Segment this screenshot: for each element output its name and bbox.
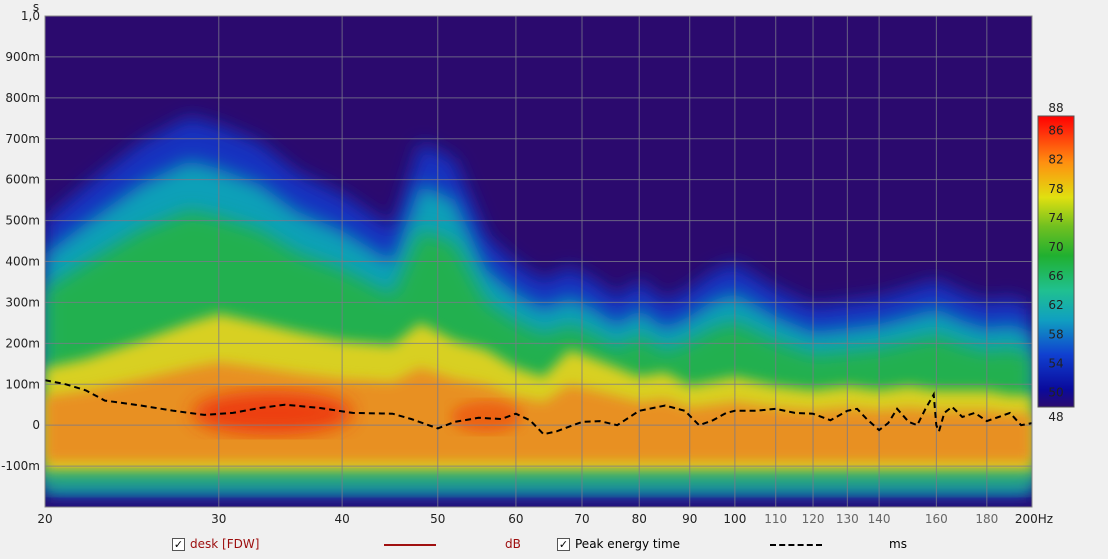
x-tick-label: 70 xyxy=(574,512,589,526)
x-tick-label: 100 xyxy=(723,512,746,526)
x-tick-label: 20 xyxy=(37,512,52,526)
legend-swatch-desk xyxy=(384,544,436,546)
x-tick-label: 30 xyxy=(211,512,226,526)
surface-red-core xyxy=(192,391,352,435)
colorbar-tick-label: 58 xyxy=(1048,327,1063,341)
x-tick-label: 90 xyxy=(682,512,697,526)
legend-swatch-peak-energy xyxy=(770,544,822,546)
colorbar-tick-label: 54 xyxy=(1048,356,1063,370)
y-tick-label: 800m xyxy=(5,91,40,105)
y-tick-label: 400m xyxy=(5,255,40,269)
legend: ✓ desk [FDW] dB ✓ Peak energy time ms xyxy=(0,534,1108,556)
y-tick-label: 300m xyxy=(5,295,40,309)
x-tick-label-minor: 160 xyxy=(925,512,948,526)
legend-item-peak-energy[interactable]: ✓ Peak energy time xyxy=(557,534,680,554)
y-tick-label: 700m xyxy=(5,132,40,146)
legend-label-desk: desk [FDW] xyxy=(190,537,259,551)
surface-lower-tail xyxy=(45,470,1032,495)
colorbar-tick-label: 70 xyxy=(1048,240,1063,254)
y-tick-label: 600m xyxy=(5,173,40,187)
colorbar-tick-label: 50 xyxy=(1048,385,1063,399)
y-tick-label: 900m xyxy=(5,50,40,64)
x-tick-label: 40 xyxy=(334,512,349,526)
waterfall-chart: s 1,0900m800m700m600m500m400m300m200m100… xyxy=(0,0,1108,534)
y-axis-ticks: 1,0 900m 800m 700m 600m 500m 400m 300m 200m 100m 0… xyxy=(1,9,40,473)
y-tick-label: 200m xyxy=(5,336,40,350)
legend-unit-ms: ms xyxy=(889,534,907,554)
x-tick-label-minor: 140 xyxy=(868,512,891,526)
legend-unit-db: dB xyxy=(505,534,521,554)
colorbar-tick-label: 82 xyxy=(1048,153,1063,167)
x-tick-label-end: 200Hz xyxy=(1015,512,1053,526)
legend-label-peak-energy: Peak energy time xyxy=(575,537,680,551)
colorbar-tick-label: 62 xyxy=(1048,298,1063,312)
x-tick-label: 50 xyxy=(430,512,445,526)
y-tick-label: 1,0 xyxy=(21,9,40,23)
colorbar-tick-label: 78 xyxy=(1048,182,1063,196)
x-tick-label-minor: 110 xyxy=(764,512,787,526)
x-tick-label-minor: 120 xyxy=(802,512,825,526)
checkbox-peak-energy[interactable]: ✓ xyxy=(557,538,570,551)
x-tick-label-minor: 180 xyxy=(975,512,998,526)
colorbar-min-label: 48 xyxy=(1048,410,1063,424)
y-tick-label: 100m xyxy=(5,377,40,391)
y-tick-label: 0 xyxy=(32,418,40,432)
x-axis-ticks: 20 30 40 50 60 70 80 90 100 110 120 130 140 160 180 200… xyxy=(37,512,1053,526)
y-tick-label: 500m xyxy=(5,214,40,228)
colorbar: 88 48 86 82 78 74 70 66 62 58 54 50 xyxy=(1038,101,1074,424)
colorbar-tick-label: 86 xyxy=(1048,124,1063,138)
x-tick-label: 80 xyxy=(632,512,647,526)
colorbar-tick-label: 74 xyxy=(1048,211,1063,225)
colorbar-max-label: 88 xyxy=(1048,101,1063,115)
y-tick-label: -100m xyxy=(1,459,40,473)
legend-item-desk[interactable]: ✓ desk [FDW] xyxy=(172,534,259,554)
x-tick-label-minor: 130 xyxy=(836,512,859,526)
checkbox-desk[interactable]: ✓ xyxy=(172,538,185,551)
colorbar-tick-label: 66 xyxy=(1048,269,1063,283)
surface-red-core-2 xyxy=(451,401,521,433)
x-tick-label: 60 xyxy=(508,512,523,526)
